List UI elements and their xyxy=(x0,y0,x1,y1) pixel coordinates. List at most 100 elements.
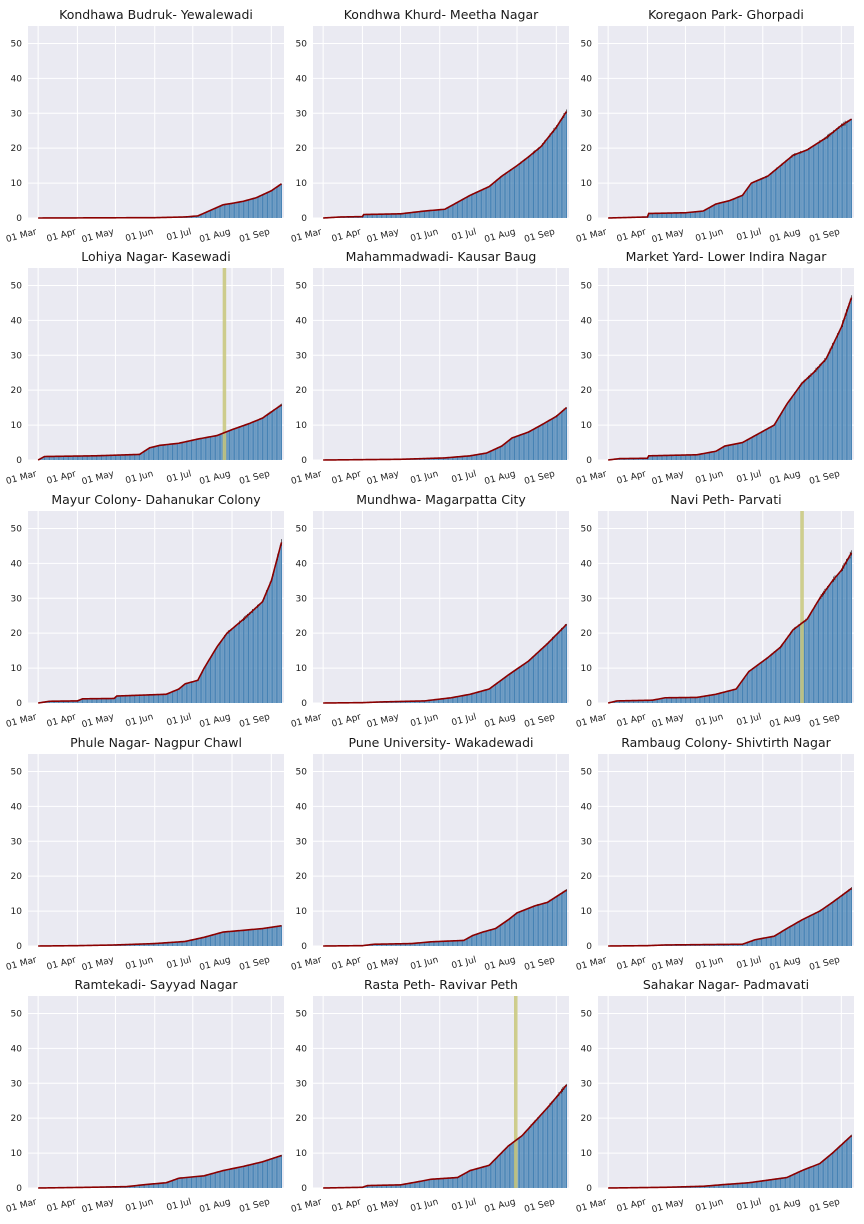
bar xyxy=(244,200,246,218)
bar xyxy=(673,455,675,460)
bar xyxy=(245,200,247,218)
trend-line xyxy=(37,404,282,461)
bar xyxy=(781,412,783,460)
bar xyxy=(524,663,526,703)
bar xyxy=(152,943,154,946)
bar xyxy=(700,211,702,218)
bar xyxy=(764,429,766,460)
bar xyxy=(79,456,81,460)
bar xyxy=(844,123,846,218)
bar xyxy=(507,171,509,218)
bar xyxy=(439,941,441,946)
y-tick-label: 40 xyxy=(581,74,593,84)
bar xyxy=(755,939,757,946)
bar-series xyxy=(610,297,852,460)
bar xyxy=(136,695,138,703)
bar xyxy=(397,213,399,218)
bar xyxy=(814,145,816,218)
bar xyxy=(132,454,134,460)
bar xyxy=(546,643,548,703)
bar xyxy=(810,612,812,703)
bar xyxy=(415,943,417,946)
bar xyxy=(644,700,646,703)
bar xyxy=(564,890,566,946)
bar xyxy=(496,448,498,460)
bar xyxy=(725,201,727,218)
x-tick-label: 01 Jun xyxy=(124,712,154,729)
bar xyxy=(83,455,85,460)
bar xyxy=(383,944,385,946)
bar xyxy=(280,542,282,703)
bar xyxy=(706,695,708,703)
bar xyxy=(384,214,386,218)
bar xyxy=(848,120,850,218)
bar xyxy=(798,624,801,703)
bar xyxy=(550,899,552,946)
bar xyxy=(747,188,749,218)
bar xyxy=(839,571,841,703)
bar xyxy=(668,213,670,218)
bar xyxy=(378,944,380,946)
bar xyxy=(171,443,173,460)
bar xyxy=(188,441,190,460)
bar xyxy=(651,213,654,218)
bar xyxy=(486,930,488,946)
bar xyxy=(544,141,546,218)
bar xyxy=(771,426,773,460)
bar xyxy=(139,695,141,703)
bar xyxy=(562,628,564,703)
bar xyxy=(730,944,732,946)
bar xyxy=(241,1166,243,1188)
bar xyxy=(740,442,742,460)
bar xyxy=(410,701,412,703)
bar xyxy=(546,902,548,946)
bar xyxy=(69,456,71,460)
bar xyxy=(692,212,694,218)
bar xyxy=(481,190,483,218)
bar xyxy=(703,210,705,218)
bar xyxy=(546,138,548,218)
bar xyxy=(230,931,232,946)
bar xyxy=(649,700,651,703)
bar xyxy=(178,689,180,703)
y-tick-label: 20 xyxy=(296,144,308,154)
bar xyxy=(555,896,557,946)
bar xyxy=(484,188,486,218)
bar xyxy=(51,456,53,460)
bar xyxy=(158,694,160,703)
bar xyxy=(766,658,768,703)
bar xyxy=(235,1167,237,1188)
bar xyxy=(684,455,686,460)
bar xyxy=(216,1172,218,1188)
bar xyxy=(767,176,769,218)
bar-series xyxy=(615,119,852,218)
bar xyxy=(263,417,265,460)
bar xyxy=(446,457,448,460)
bar xyxy=(536,427,538,460)
bar xyxy=(802,151,804,218)
bar xyxy=(534,905,536,946)
bar xyxy=(558,895,560,946)
chart-title: Kondhwa Khurd- Meetha Nagar xyxy=(344,7,539,22)
bar-series xyxy=(342,407,567,460)
bar xyxy=(563,409,565,460)
bar xyxy=(151,694,153,703)
bar xyxy=(701,453,703,460)
bar xyxy=(510,673,512,703)
bar xyxy=(154,694,156,703)
bar xyxy=(738,443,740,460)
y-tick-label: 50 xyxy=(296,39,308,49)
bar xyxy=(392,213,394,218)
bar xyxy=(177,689,179,703)
bar xyxy=(231,931,233,946)
bar xyxy=(175,443,177,460)
bar xyxy=(241,620,243,703)
bar xyxy=(678,697,680,703)
bar xyxy=(155,1183,157,1188)
bar xyxy=(712,451,714,460)
bar xyxy=(470,936,472,946)
bar xyxy=(524,159,526,218)
y-tick-label: 0 xyxy=(16,456,22,466)
